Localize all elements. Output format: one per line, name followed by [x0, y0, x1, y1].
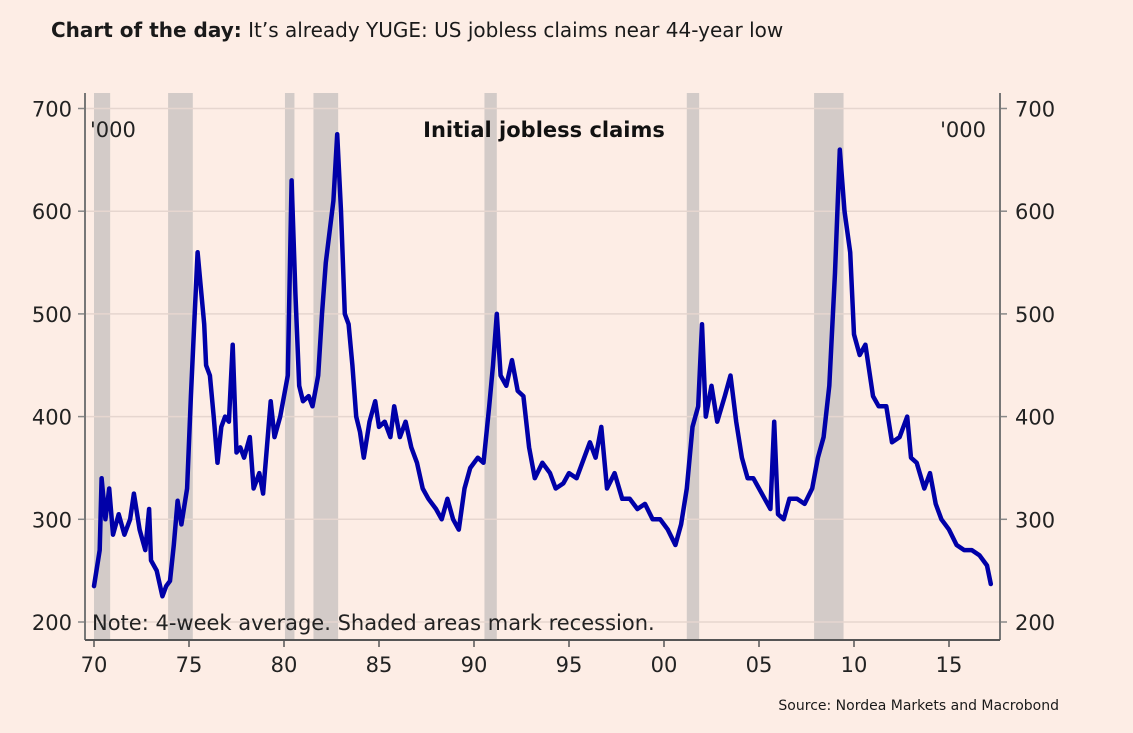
headline-prefix: Chart of the day: — [51, 18, 242, 42]
y-tick-label-right: 200 — [1015, 611, 1055, 635]
y-tick-label-right: 600 — [1015, 200, 1055, 224]
y-tick-label-left: 600 — [32, 200, 72, 224]
headline: Chart of the day: It’s already YUGE: US … — [51, 18, 783, 42]
y-tick-label-right: 500 — [1015, 303, 1055, 327]
x-tick-label: 70 — [81, 653, 108, 677]
headline-text: It’s already YUGE: US jobless claims nea… — [241, 18, 784, 42]
y-tick-label-left: 400 — [32, 406, 72, 430]
series-line — [91, 131, 994, 599]
axes — [78, 93, 1007, 647]
y-tick-label-right: 700 — [1015, 98, 1055, 122]
unit-left: '000 — [90, 118, 136, 142]
unit-right: '000 — [940, 118, 986, 142]
recession-band — [686, 93, 700, 640]
recession-bands — [94, 93, 844, 640]
x-tick-label: 95 — [556, 653, 583, 677]
chart-title: Initial jobless claims — [423, 118, 665, 142]
x-tick-label: 05 — [746, 653, 773, 677]
y-tick-label-left: 200 — [32, 611, 72, 635]
x-tick-label: 00 — [651, 653, 678, 677]
chart-note: Note: 4-week average. Shaded areas mark … — [92, 611, 655, 635]
x-tick-label: 10 — [841, 653, 868, 677]
y-tick-label-right: 300 — [1015, 508, 1055, 532]
x-tick-label: 75 — [176, 653, 203, 677]
x-tick-label: 90 — [461, 653, 488, 677]
x-tick-label: 15 — [936, 653, 963, 677]
recession-band — [484, 93, 497, 640]
y-tick-label-left: 500 — [32, 303, 72, 327]
x-tick-label: 85 — [366, 653, 393, 677]
x-tick-label: 80 — [271, 653, 298, 677]
y-tick-label-left: 700 — [32, 98, 72, 122]
source-note: Source: Nordea Markets and Macrobond — [778, 698, 1059, 714]
gridlines — [85, 107, 1000, 623]
y-tick-label-left: 300 — [32, 508, 72, 532]
y-tick-label-right: 400 — [1015, 406, 1055, 430]
tick-labels: 200 200 300 300 400 400 500 500 600 600 700 700 70 75… — [32, 98, 1055, 678]
